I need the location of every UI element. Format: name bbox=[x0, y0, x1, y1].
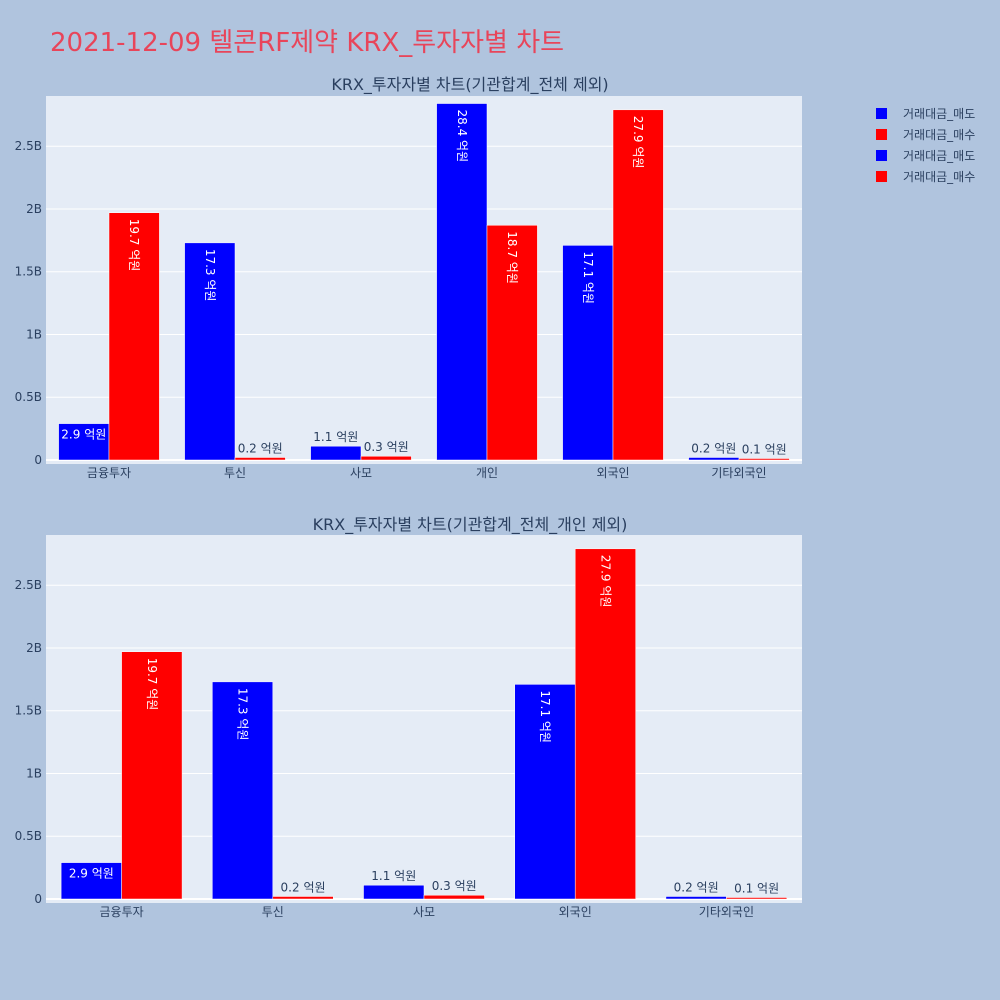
bar-sell bbox=[688, 457, 740, 461]
data-label: 0.2 억원 bbox=[238, 441, 283, 455]
y-tick-label: 0.5B bbox=[15, 390, 42, 404]
y-tick-label: 2.5B bbox=[15, 139, 42, 153]
page-title: 2021-12-09 텔콘RF제약 KRX_투자자별 차트 bbox=[50, 28, 565, 58]
data-label: 2.9 억원 bbox=[61, 428, 106, 442]
bar-sell bbox=[363, 884, 425, 900]
data-label: 17.1 억원 bbox=[538, 690, 552, 743]
legend-swatch bbox=[876, 171, 887, 182]
bar-sell bbox=[58, 423, 110, 461]
x-tick-label: 외국인 bbox=[596, 466, 629, 480]
subplot-title: KRX_투자자별 차트(기관합계_전체 제외) bbox=[331, 75, 608, 95]
legend-swatch bbox=[876, 108, 887, 119]
data-label: 0.2 억원 bbox=[281, 880, 326, 894]
subplot-title: KRX_투자자별 차트(기관합계_전체_개인 제외) bbox=[313, 515, 628, 535]
x-tick-label: 사모 bbox=[350, 466, 372, 480]
data-label: 27.9 억원 bbox=[631, 116, 645, 169]
bar-sell bbox=[60, 862, 122, 900]
data-label: 17.3 억원 bbox=[203, 249, 217, 302]
y-tick-label: 1.5B bbox=[15, 704, 42, 718]
data-label: 1.1 억원 bbox=[371, 869, 416, 883]
data-label: 28.4 억원 bbox=[455, 110, 469, 163]
bar-buy bbox=[234, 457, 286, 461]
bar-buy bbox=[121, 651, 183, 900]
bar-buy bbox=[423, 894, 485, 900]
bar-buy bbox=[574, 548, 636, 900]
bar-sell bbox=[310, 445, 362, 461]
x-tick-label: 외국인 bbox=[559, 905, 592, 919]
plot-area-1 bbox=[46, 96, 802, 464]
x-tick-label: 금융투자 bbox=[100, 905, 144, 919]
y-tick-label: 2B bbox=[26, 641, 42, 655]
bar-buy bbox=[360, 455, 412, 461]
data-label: 0.3 억원 bbox=[432, 879, 477, 893]
bar-sell bbox=[212, 681, 274, 900]
y-tick-label: 2.5B bbox=[15, 578, 42, 592]
y-tick-label: 1B bbox=[26, 766, 42, 780]
data-label: 0.2 억원 bbox=[691, 441, 736, 455]
legend-swatch bbox=[876, 129, 887, 140]
y-tick-label: 1B bbox=[26, 327, 42, 341]
data-label: 19.7 억원 bbox=[127, 219, 141, 272]
bar-buy bbox=[486, 225, 538, 461]
y-tick-label: 2B bbox=[26, 202, 42, 216]
data-label: 27.9 억원 bbox=[598, 555, 612, 608]
data-label: 0.3 억원 bbox=[364, 440, 409, 454]
bar-sell bbox=[514, 684, 576, 900]
bar-buy bbox=[272, 896, 334, 900]
y-tick-label: 0.5B bbox=[15, 829, 42, 843]
legend-swatch bbox=[876, 150, 887, 161]
bar-sell bbox=[184, 242, 236, 461]
data-label: 2.9 억원 bbox=[69, 867, 114, 881]
bar-sell bbox=[436, 103, 488, 461]
x-tick-label: 개인 bbox=[476, 466, 498, 480]
x-tick-label: 기타외국인 bbox=[699, 905, 754, 919]
legend-label: 거래대금_매수 bbox=[903, 170, 975, 184]
x-tick-label: 금융투자 bbox=[87, 466, 131, 480]
x-tick-label: 기타외국인 bbox=[711, 466, 766, 480]
legend-label: 거래대금_매도 bbox=[903, 107, 975, 121]
bar-sell bbox=[562, 245, 614, 461]
data-label: 0.1 억원 bbox=[734, 882, 779, 896]
y-tick-label: 0 bbox=[34, 892, 42, 906]
y-tick-label: 1.5B bbox=[15, 265, 42, 279]
data-label: 0.1 억원 bbox=[742, 443, 787, 457]
x-tick-label: 투신 bbox=[262, 905, 284, 919]
x-tick-label: 사모 bbox=[413, 905, 435, 919]
data-label: 0.2 억원 bbox=[674, 880, 719, 894]
data-label: 19.7 억원 bbox=[145, 658, 159, 711]
x-tick-label: 투신 bbox=[224, 466, 246, 480]
data-label: 17.3 억원 bbox=[236, 688, 250, 741]
bar-buy bbox=[612, 109, 664, 461]
bar-buy bbox=[738, 458, 790, 461]
bar-sell bbox=[665, 896, 727, 900]
data-label: 1.1 억원 bbox=[313, 430, 358, 444]
bar-buy bbox=[726, 897, 788, 900]
legend-label: 거래대금_매수 bbox=[903, 128, 975, 142]
y-tick-label: 0 bbox=[34, 453, 42, 467]
bar-buy bbox=[108, 212, 160, 461]
data-label: 17.1 억원 bbox=[581, 251, 595, 304]
data-label: 18.7 억원 bbox=[505, 231, 519, 284]
legend-label: 거래대금_매도 bbox=[903, 149, 975, 163]
